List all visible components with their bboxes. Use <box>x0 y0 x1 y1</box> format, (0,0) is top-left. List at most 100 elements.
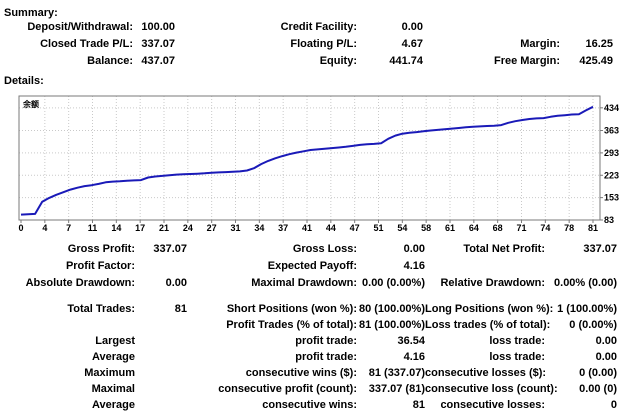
value-cell: 0.00 <box>595 351 617 363</box>
value-cell: 36.54 <box>397 335 425 347</box>
value-cell <box>545 258 617 275</box>
label-cell: Closed Trade P/L: <box>40 38 133 50</box>
label-cell: Deposit/Withdrawal: <box>27 21 133 33</box>
summary-heading: Summary: <box>4 7 58 19</box>
value-cell: 100.00 <box>141 21 175 33</box>
y-axis-tick-label: 434 <box>604 103 619 113</box>
value-cell: 0 (0.00%) <box>569 319 617 331</box>
label-cell: Loss trades (% of total): <box>425 319 551 331</box>
value-cell: 437.07 <box>141 55 175 67</box>
label-cell: Equity: <box>319 55 357 67</box>
x-axis-tick-label: 4 <box>42 223 47 233</box>
value-cell <box>560 19 613 36</box>
value-cell: 441.74 <box>389 55 423 67</box>
label-cell: Maximum <box>84 367 135 379</box>
label-cell: Long Positions (won %): <box>425 303 554 315</box>
x-axis-tick-label: 14 <box>111 223 121 233</box>
value-cell: 0.00 <box>165 277 187 289</box>
x-axis-tick-label: 27 <box>207 223 217 233</box>
x-axis-tick-label: 81 <box>588 223 598 233</box>
chart-plot-area <box>19 96 600 220</box>
label-cell: Floating P/L: <box>290 38 357 50</box>
value-cell: 80 (100.00%) <box>358 303 425 315</box>
label-cell <box>423 19 560 36</box>
label-cell: Free Margin: <box>493 55 560 67</box>
label-cell: loss trade: <box>489 351 545 363</box>
value-cell: 337.07 <box>141 38 175 50</box>
label-cell: profit trade: <box>295 335 357 347</box>
summary-table: Deposit/Withdrawal: 100.00 Credit Facility… <box>0 19 613 70</box>
x-axis-tick-label: 0 <box>18 223 23 233</box>
value-cell: 337.07 <box>583 243 617 255</box>
label-cell: Largest <box>95 335 135 347</box>
balance-chart-svg: 0 4 7 11 14 17 21 24 27 31 34 37 41 44 47 51 54 58 61 64 68 7… <box>18 95 619 233</box>
x-axis-tick-label: 68 <box>493 223 503 233</box>
label-cell: Margin: <box>520 38 560 50</box>
x-axis-tick-label: 21 <box>159 223 169 233</box>
chart-border <box>18 95 601 221</box>
x-axis-tick-label: 64 <box>469 223 479 233</box>
x-axis-tick-label: 7 <box>66 223 71 233</box>
label-cell: Credit Facility: <box>280 21 357 33</box>
value-cell: 0.00% (0.00) <box>554 277 617 289</box>
label-cell: consecutive profit (count): <box>218 383 357 395</box>
x-axis-tick-label: 24 <box>183 223 193 233</box>
chart-legend-label: 余额 <box>22 99 39 109</box>
x-axis-tick-label: 78 <box>564 223 574 233</box>
value-cell: 0.00 <box>403 243 425 255</box>
label-cell: Gross Loss: <box>292 243 357 255</box>
value-cell: 4.16 <box>403 351 425 363</box>
label-cell: consecutive wins ($): <box>245 367 357 379</box>
x-axis-tick-label: 31 <box>230 223 240 233</box>
label-cell: Total Net Profit: <box>463 243 545 255</box>
label-cell: loss trade: <box>489 335 545 347</box>
y-axis-tick-label: 363 <box>604 126 619 136</box>
value-cell: 4.67 <box>401 38 423 50</box>
x-axis-tick-label: 37 <box>278 223 288 233</box>
x-axis-tick-label: 34 <box>254 223 264 233</box>
value-cell <box>135 258 187 275</box>
value-cell <box>135 381 187 397</box>
label-cell <box>0 317 135 333</box>
y-axis-tick-label: 223 <box>604 170 619 180</box>
value-cell <box>135 365 187 381</box>
value-cell <box>135 397 187 413</box>
value-cell: 81 <box>174 303 187 315</box>
x-axis-tick-label: 74 <box>540 223 550 233</box>
x-axis-tick-label: 58 <box>421 223 431 233</box>
value-cell <box>135 349 187 365</box>
value-cell <box>135 333 187 349</box>
x-axis-tick-label: 61 <box>445 223 455 233</box>
value-cell: 81 (100.00%) <box>358 319 425 331</box>
label-cell: Short Positions (won %): <box>226 303 357 315</box>
value-cell: 0.00 <box>401 21 423 33</box>
label-cell: consecutive losses ($): <box>425 367 547 379</box>
value-cell: 0.00 (0.00%) <box>362 277 425 289</box>
details-stats-bottom-table: Total Trades: 81 Short Positions (won %): 8… <box>0 301 617 413</box>
value-cell: 425.49 <box>579 55 613 67</box>
value-cell: 16.25 <box>585 38 613 50</box>
label-cell: Expected Payoff: <box>267 260 357 272</box>
value-cell: 81 <box>412 399 425 411</box>
label-cell: consecutive losses: <box>440 399 545 411</box>
label-cell: consecutive wins: <box>262 399 357 411</box>
x-axis-tick-label: 51 <box>373 223 383 233</box>
x-axis-tick-label: 17 <box>135 223 145 233</box>
value-cell <box>135 317 187 333</box>
label-cell <box>425 258 545 275</box>
details-heading: Details: <box>4 75 44 87</box>
x-axis-tick-label: 44 <box>326 223 336 233</box>
label-cell: Total Trades: <box>67 303 135 315</box>
value-cell: 4.16 <box>403 260 425 272</box>
label-cell: profit trade: <box>295 351 357 363</box>
y-axis-tick-label: 153 <box>604 193 619 203</box>
label-cell: Balance: <box>87 55 133 67</box>
x-axis-tick-label: 54 <box>397 223 407 233</box>
label-cell: Maximal Drawdown: <box>251 277 357 289</box>
value-cell: 81 (337.07) <box>368 367 425 379</box>
value-cell: 0.00 (0) <box>579 383 617 395</box>
value-cell: 0.00 <box>595 335 617 347</box>
balance-chart: 0 4 7 11 14 17 21 24 27 31 34 37 41 44 47 51 54 58 61 64 68 7… <box>0 88 625 234</box>
label-cell: Absolute Drawdown: <box>25 277 135 289</box>
